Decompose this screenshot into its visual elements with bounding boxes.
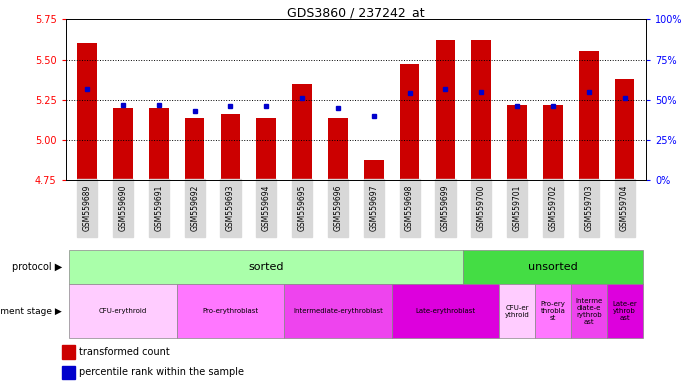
Bar: [364, 159, 384, 180]
Bar: [256, 118, 276, 180]
Bar: [62, 366, 75, 379]
Bar: [292, 84, 312, 180]
Bar: [69, 250, 464, 284]
Bar: [579, 51, 598, 180]
Bar: [220, 114, 240, 180]
Text: protocol ▶: protocol ▶: [12, 262, 62, 272]
Bar: [499, 284, 535, 338]
Bar: [149, 108, 169, 180]
Text: unsorted: unsorted: [528, 262, 578, 272]
Text: Pro-erythroblast: Pro-erythroblast: [202, 308, 258, 314]
Text: percentile rank within the sample: percentile rank within the sample: [79, 367, 245, 377]
Bar: [392, 284, 499, 338]
Text: Intermediate-erythroblast: Intermediate-erythroblast: [293, 308, 383, 314]
Text: Interme
diate-e
rythrob
ast: Interme diate-e rythrob ast: [575, 298, 603, 324]
Bar: [177, 284, 284, 338]
Bar: [400, 65, 419, 180]
Bar: [571, 284, 607, 338]
Bar: [328, 118, 348, 180]
Bar: [77, 43, 97, 180]
Bar: [607, 284, 643, 338]
Text: sorted: sorted: [249, 262, 284, 272]
Title: GDS3860 / 237242_at: GDS3860 / 237242_at: [287, 6, 425, 19]
Bar: [113, 108, 133, 180]
Bar: [184, 118, 205, 180]
Bar: [435, 40, 455, 180]
Bar: [284, 284, 392, 338]
Text: transformed count: transformed count: [79, 347, 170, 357]
Text: Late-erythroblast: Late-erythroblast: [415, 308, 475, 314]
Text: Late-er
ythrob
ast: Late-er ythrob ast: [612, 301, 637, 321]
Bar: [471, 40, 491, 180]
Text: CFU-erythroid: CFU-erythroid: [99, 308, 147, 314]
Text: Pro-ery
throbla
st: Pro-ery throbla st: [540, 301, 565, 321]
Bar: [535, 284, 571, 338]
Bar: [507, 105, 527, 180]
Bar: [464, 250, 643, 284]
Bar: [615, 79, 634, 180]
Bar: [543, 105, 562, 180]
Text: CFU-er
ythroid: CFU-er ythroid: [504, 305, 529, 318]
Text: development stage ▶: development stage ▶: [0, 306, 62, 316]
Bar: [69, 284, 177, 338]
Bar: [62, 345, 75, 359]
